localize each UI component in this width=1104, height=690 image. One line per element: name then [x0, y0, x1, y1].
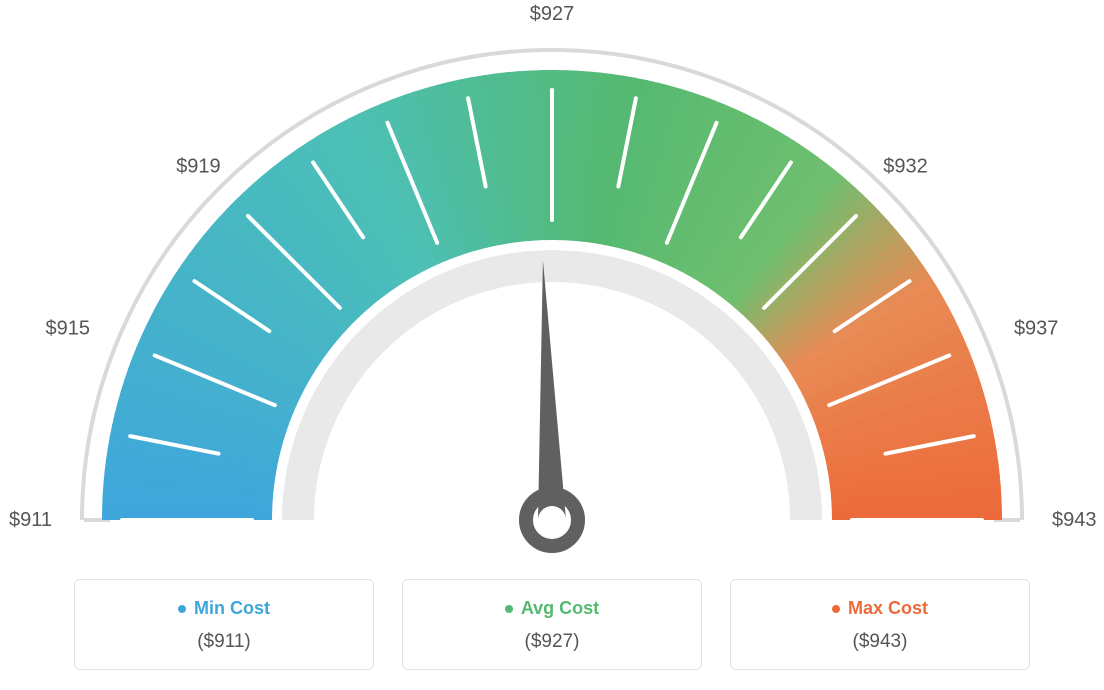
gauge-tick-label: $927 — [530, 3, 575, 25]
legend-card-avg: Avg Cost ($927) — [402, 579, 702, 670]
dot-icon — [832, 605, 840, 613]
legend-title-text: Max Cost — [848, 598, 928, 619]
gauge-tick-label: $911 — [9, 509, 52, 531]
legend-card-max: Max Cost ($943) — [730, 579, 1030, 670]
dot-icon — [178, 605, 186, 613]
dot-icon — [505, 605, 513, 613]
legend-row: Min Cost ($911) Avg Cost ($927) Max Cost… — [0, 579, 1104, 670]
legend-title-text: Avg Cost — [521, 598, 599, 619]
legend-value: ($911) — [85, 631, 363, 653]
legend-value: ($927) — [413, 631, 691, 653]
gauge-tick-label: $937 — [1014, 318, 1058, 340]
legend-value: ($943) — [741, 631, 1019, 653]
legend-title-text: Min Cost — [194, 598, 270, 619]
legend-card-min: Min Cost ($911) — [74, 579, 374, 670]
gauge-tick-label: $919 — [176, 155, 221, 177]
gauge-tick-label: $932 — [883, 155, 928, 177]
gauge-tick-label: $915 — [46, 318, 91, 340]
gauge-chart: $911 $915 $919 $927 $932 $937 $943 — [0, 0, 1104, 560]
gauge-tick-label: $943 — [1052, 509, 1097, 531]
